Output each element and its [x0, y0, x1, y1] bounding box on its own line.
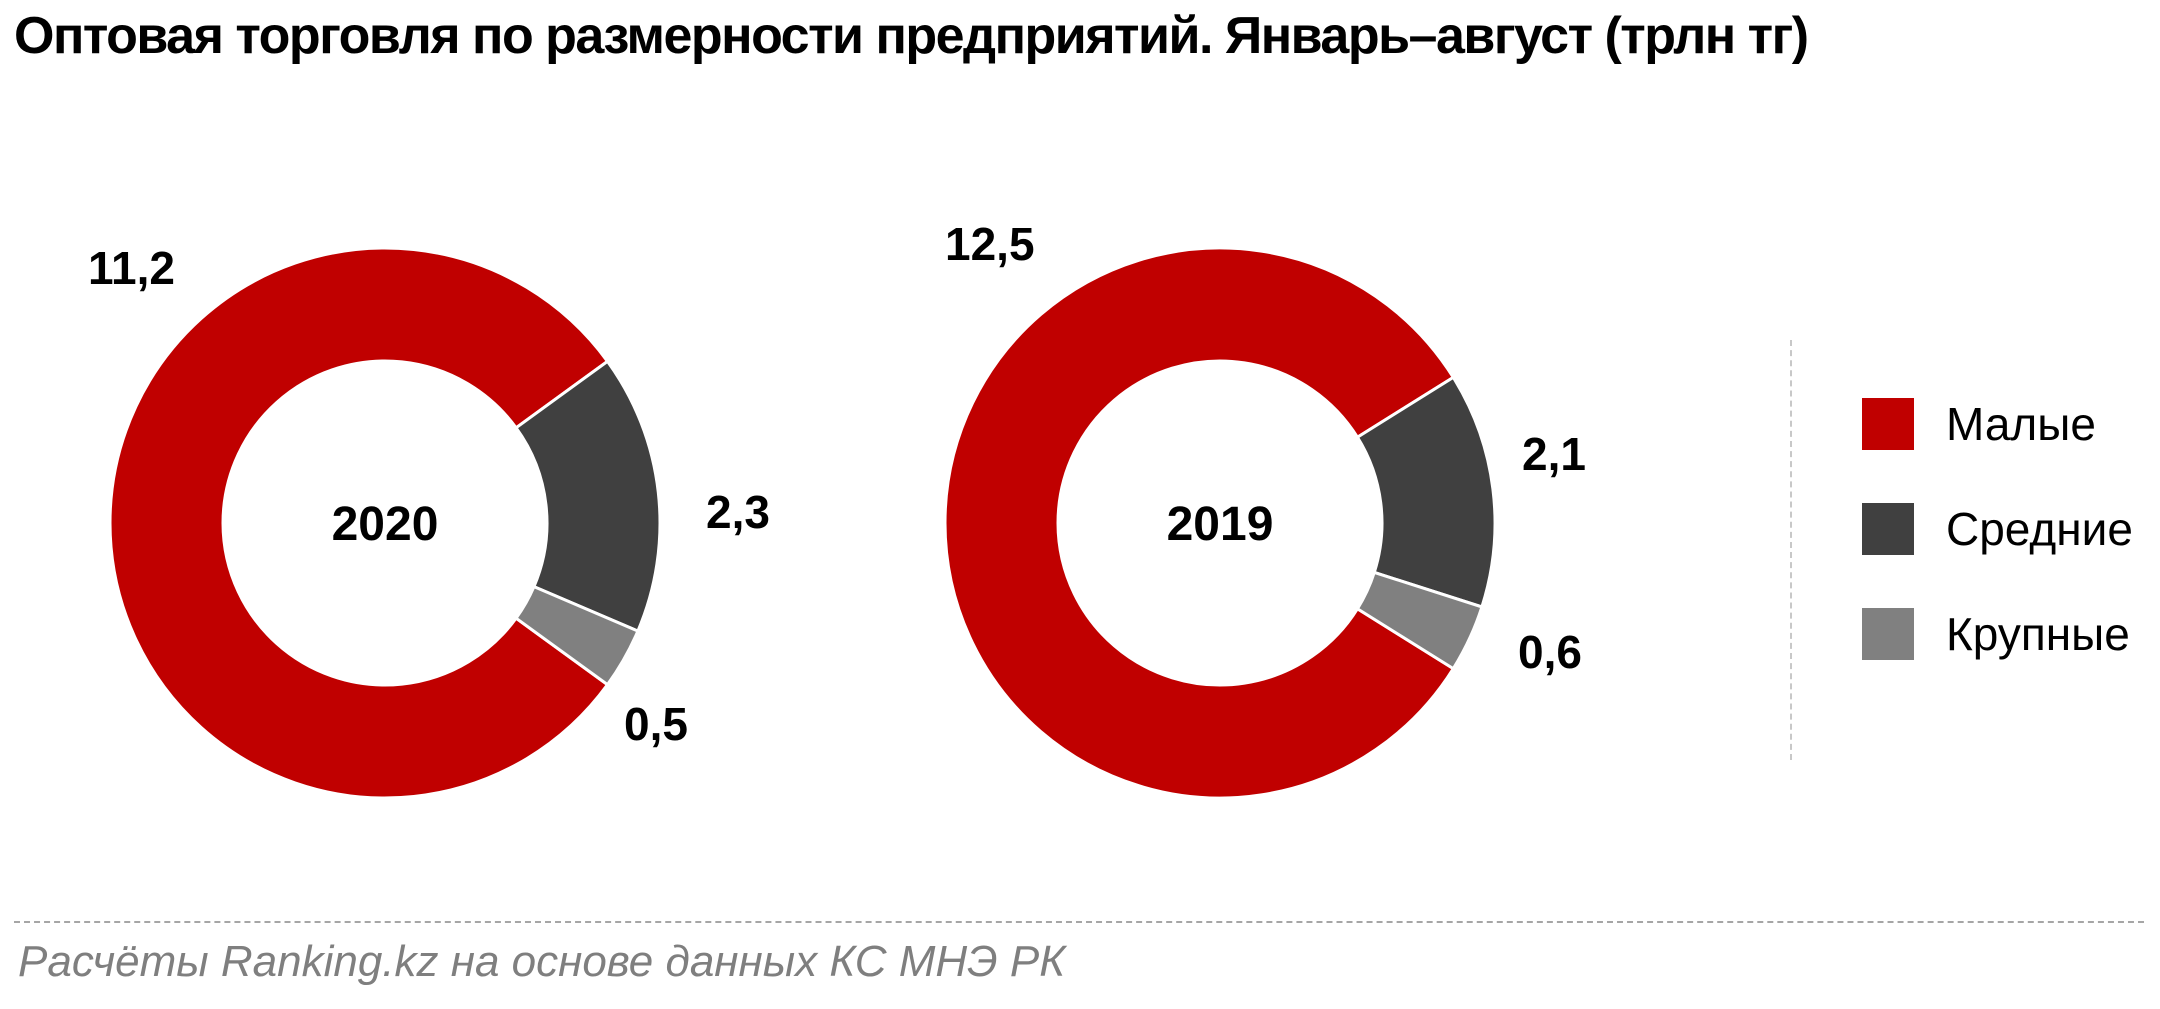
chart-title: Оптовая торговля по размерности предприя…	[14, 7, 1809, 65]
legend-label-large: Крупные	[1946, 608, 2130, 660]
donut-2020: 2020 11,2 2,3 0,5	[88, 242, 770, 800]
center-label-2019: 2019	[1167, 498, 1274, 551]
legend-item-small: Малые	[1862, 398, 2133, 450]
data-label-medium-2019: 2,1	[1522, 428, 1586, 480]
slice-small-2019	[943, 246, 1456, 800]
slice-large-2019	[1355, 570, 1484, 671]
slice-medium-2020	[513, 359, 662, 634]
donut-2019: 2019 12,5 2,1 0,6	[943, 218, 1586, 800]
legend-label-small: Малые	[1946, 398, 2096, 450]
legend-label-medium: Средние	[1946, 503, 2133, 555]
legend: Малые Средние Крупные	[1862, 398, 2133, 713]
footer-divider	[14, 921, 2144, 923]
data-label-small-2019: 12,5	[945, 218, 1035, 270]
legend-item-medium: Средние	[1862, 503, 2133, 555]
center-label-2020: 2020	[332, 498, 439, 551]
data-label-large-2020: 0,5	[624, 698, 688, 750]
slice-small-2020	[108, 246, 610, 800]
data-label-large-2019: 0,6	[1518, 626, 1582, 678]
legend-swatch-large	[1862, 608, 1914, 660]
slice-large-2020	[513, 584, 640, 687]
data-label-small-2020: 11,2	[88, 242, 175, 294]
data-label-medium-2020: 2,3	[706, 486, 770, 538]
donut-charts: 2020 11,2 2,3 0,5 2019 12,5 2,1 0,6	[88, 218, 1586, 800]
legend-divider	[1790, 340, 1792, 760]
legend-swatch-small	[1862, 398, 1914, 450]
legend-swatch-medium	[1862, 503, 1914, 555]
source-note: Расчёты Ranking.kz на основе данных КС М…	[18, 937, 1066, 986]
legend-item-large: Крупные	[1862, 608, 2133, 660]
